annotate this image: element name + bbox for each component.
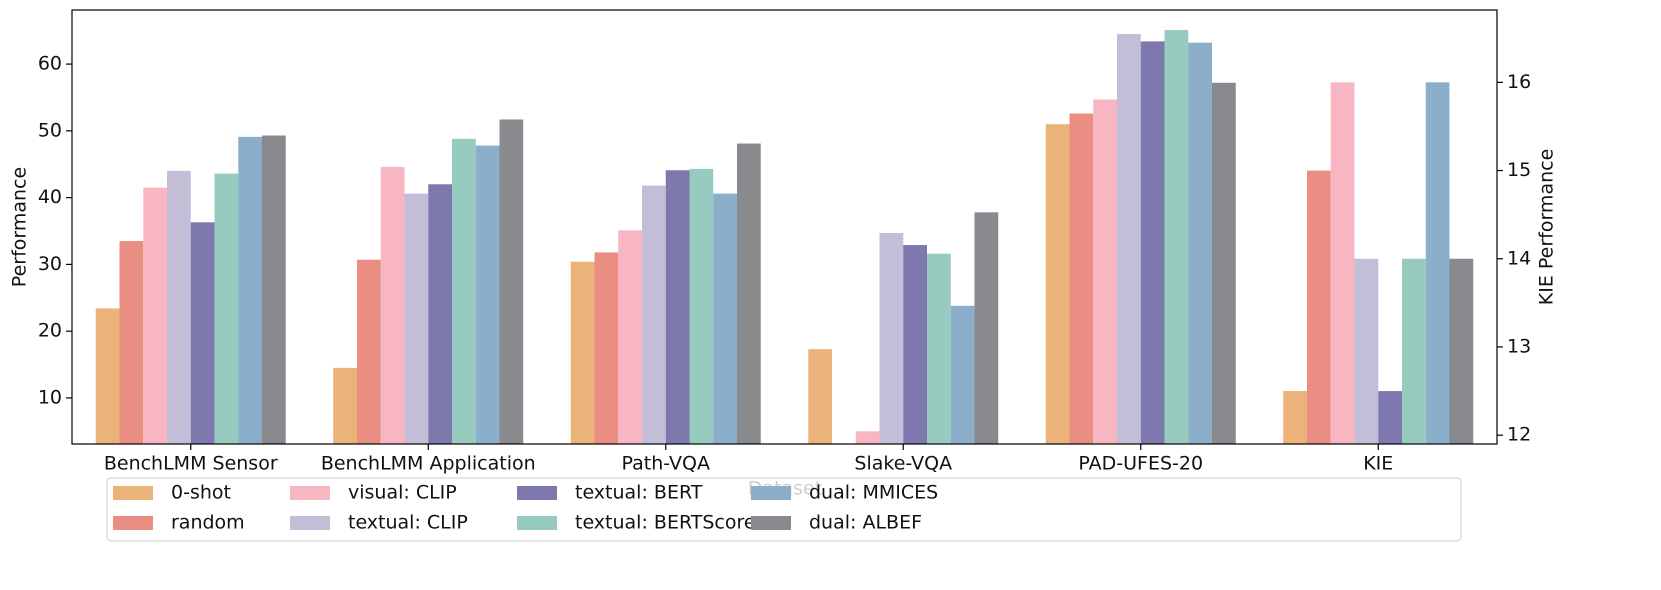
legend-label: textual: BERT [575,482,703,504]
legend-label: 0-shot [171,482,231,504]
bar [1378,391,1402,444]
legend-swatch [517,516,557,530]
bar [95,308,120,444]
bar [214,173,239,444]
bar [879,233,904,444]
legend-swatch [290,516,330,530]
bar [737,143,761,444]
y2-tick-label: 15 [1507,159,1531,181]
bar [689,168,714,444]
legend-swatch [113,516,153,530]
bar [618,230,642,444]
legend-swatch [113,486,153,500]
bar [665,170,690,444]
bar [903,245,927,444]
bar [475,145,500,444]
bar [570,261,595,444]
bar [1283,391,1307,444]
y-tick-label: 60 [38,53,62,75]
bar [333,367,357,444]
legend-box [106,477,1462,542]
x-tick-label: BenchLMM Sensor [104,453,278,475]
legend-label: visual: CLIP [348,482,457,504]
bar [1402,258,1426,444]
bar [1140,41,1165,444]
legend-swatch [751,486,791,500]
bar [1449,258,1474,444]
bar [404,193,429,444]
bar [927,253,951,444]
y-tick-label: 40 [38,186,62,208]
y-tick-label: 10 [38,386,62,408]
bar [1212,82,1236,444]
bar [357,259,381,444]
bar [1354,258,1379,444]
x-tick-label: BenchLMM Application [321,453,536,475]
bar [1425,82,1450,444]
bar [1093,99,1117,444]
bar [452,138,476,444]
bar [1164,30,1189,444]
legend-swatch [517,486,557,500]
y-tick-label: 30 [38,253,62,275]
bar [428,184,452,444]
bar [713,193,737,444]
legend-label: textual: CLIP [348,512,468,534]
legend-label: random [171,512,245,534]
x-tick-label: PAD-UFES-20 [1078,453,1203,475]
y2-axis-label: KIE Performance [1536,149,1558,306]
bar [1045,124,1070,444]
x-tick-label: Slake-VQA [854,453,952,475]
bar [1069,113,1094,444]
legend-swatch [751,516,791,530]
bar [262,135,286,444]
bar [1330,82,1355,444]
y2-tick-label: 13 [1507,335,1531,357]
bar [642,185,666,444]
bar [594,252,619,444]
legend-swatch [290,486,330,500]
y-axis-label: Performance [9,167,31,287]
x-tick-label: Path-VQA [622,453,710,475]
bar [190,222,215,444]
y2-tick-label: 14 [1507,247,1531,269]
legend-label: dual: ALBEF [809,512,922,534]
bar [238,136,262,444]
y-tick-label: 50 [38,119,62,141]
bar [1307,170,1331,444]
plot-frame [71,9,1498,445]
y2-tick-label: 12 [1507,424,1531,446]
bar [1117,34,1141,444]
bar [974,212,999,444]
bar [119,241,144,444]
bar [1188,42,1212,444]
bar [167,170,191,444]
y2-tick-label: 16 [1507,71,1531,93]
bar [499,119,524,444]
legend-label: dual: MMICES [809,482,938,504]
y-tick-label: 20 [38,320,62,342]
bar [950,305,975,444]
legend-label: textual: BERTScore [575,512,756,534]
bar [855,431,880,444]
bar [380,166,405,444]
bar [143,187,167,444]
x-tick-label: KIE [1363,453,1393,475]
bar [808,349,832,444]
plot [95,30,1474,444]
